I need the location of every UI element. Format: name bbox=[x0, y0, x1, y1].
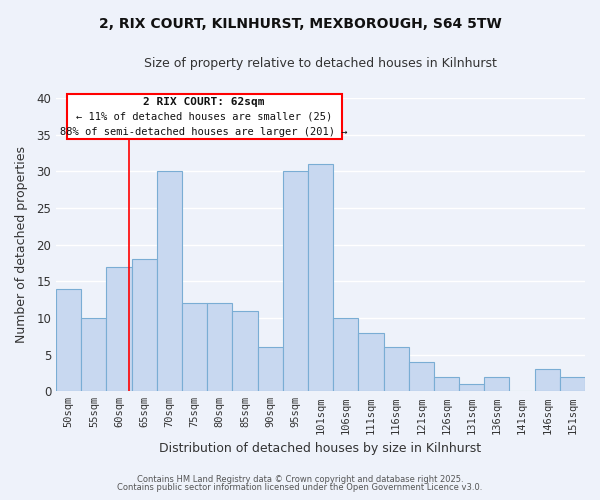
Bar bbox=[308, 164, 333, 392]
Bar bbox=[434, 376, 459, 392]
Bar bbox=[560, 376, 585, 392]
Bar bbox=[409, 362, 434, 392]
Bar bbox=[257, 348, 283, 392]
Bar bbox=[56, 288, 81, 392]
Bar bbox=[283, 172, 308, 392]
Bar bbox=[157, 172, 182, 392]
Y-axis label: Number of detached properties: Number of detached properties bbox=[15, 146, 28, 343]
Bar bbox=[484, 376, 509, 392]
X-axis label: Distribution of detached houses by size in Kilnhurst: Distribution of detached houses by size … bbox=[160, 442, 482, 455]
Bar bbox=[182, 304, 207, 392]
Bar bbox=[535, 370, 560, 392]
Bar bbox=[131, 260, 157, 392]
FancyBboxPatch shape bbox=[67, 94, 341, 139]
Bar bbox=[81, 318, 106, 392]
Bar bbox=[106, 266, 131, 392]
Text: ← 11% of detached houses are smaller (25): ← 11% of detached houses are smaller (25… bbox=[76, 112, 332, 122]
Text: 2 RIX COURT: 62sqm: 2 RIX COURT: 62sqm bbox=[143, 97, 265, 107]
Text: Contains HM Land Registry data © Crown copyright and database right 2025.: Contains HM Land Registry data © Crown c… bbox=[137, 475, 463, 484]
Bar bbox=[459, 384, 484, 392]
Bar bbox=[333, 318, 358, 392]
Bar bbox=[358, 332, 383, 392]
Text: 2, RIX COURT, KILNHURST, MEXBOROUGH, S64 5TW: 2, RIX COURT, KILNHURST, MEXBOROUGH, S64… bbox=[98, 18, 502, 32]
Title: Size of property relative to detached houses in Kilnhurst: Size of property relative to detached ho… bbox=[144, 58, 497, 70]
Text: Contains public sector information licensed under the Open Government Licence v3: Contains public sector information licen… bbox=[118, 484, 482, 492]
Bar bbox=[207, 304, 232, 392]
Bar bbox=[383, 348, 409, 392]
Bar bbox=[232, 310, 257, 392]
Text: 88% of semi-detached houses are larger (201) →: 88% of semi-detached houses are larger (… bbox=[61, 126, 348, 136]
